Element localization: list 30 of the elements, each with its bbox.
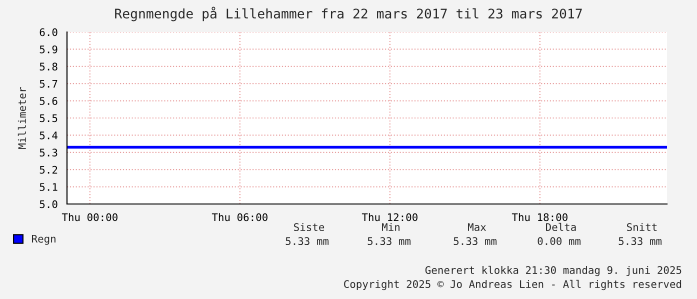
y-axis-title: Millimeter bbox=[18, 87, 26, 149]
y-tick-label: 6.0 bbox=[40, 28, 58, 36]
x-tick-label: Thu 06:00 bbox=[212, 213, 268, 222]
text: Delta bbox=[546, 222, 576, 232]
text: Max bbox=[468, 223, 486, 232]
text: Copyright 2025 © Jo Andreas Lien - All rights reserved bbox=[344, 280, 682, 290]
y-tick-label: 5.3 bbox=[40, 148, 58, 157]
text: Generert klokka 21:30 mandag 9. juni 2025 bbox=[425, 266, 682, 276]
x-tick-label: Thu 00:00 bbox=[62, 213, 118, 222]
text: 0.00 mm bbox=[538, 237, 581, 246]
y-tick-label: 5.4 bbox=[40, 132, 58, 140]
text: Snitt bbox=[627, 222, 657, 232]
text: Min bbox=[382, 222, 400, 231]
x-tick-label: Thu 18:00 bbox=[512, 213, 568, 222]
chart-title: Regnmengde på Lillehammer fra 22 mars 2017 til 23 mars 2017 bbox=[115, 6, 582, 22]
y-tick-label: 5.5 bbox=[40, 114, 58, 122]
text: 5.33 mm bbox=[618, 237, 662, 246]
y-tick-label: 5.8 bbox=[40, 62, 58, 71]
y-tick-label: 5.0 bbox=[40, 200, 58, 208]
y-tick-label: 5.7 bbox=[40, 80, 58, 88]
legend-label: Regn bbox=[32, 234, 56, 245]
text: 5.33 mm bbox=[368, 237, 411, 246]
y-tick-label: 5.1 bbox=[40, 183, 58, 191]
y-tick-label: 5.6 bbox=[40, 97, 58, 105]
x-tick-label: Thu 12:00 bbox=[362, 213, 418, 222]
y-tick-label: 5.9 bbox=[40, 45, 58, 54]
text: 5.33 mm bbox=[286, 237, 329, 246]
y-tick-label: 5.2 bbox=[40, 166, 58, 174]
text: 5.33 mm bbox=[454, 237, 497, 246]
text: Siste bbox=[294, 222, 324, 232]
